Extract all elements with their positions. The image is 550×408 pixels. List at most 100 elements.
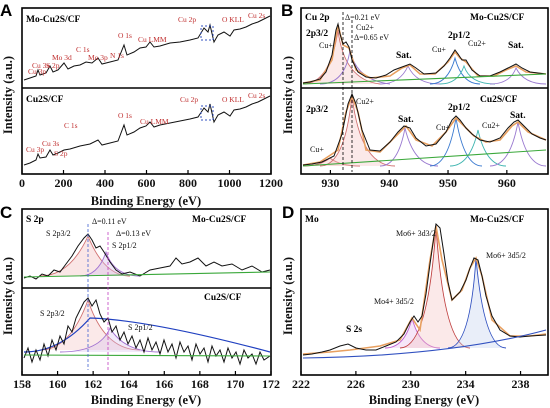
panel-a: A Intensity (a.u.) Binding Energy (eV) M… [0,1,283,208]
panel-b-x-ticks: 930 940 950 960 [321,170,516,190]
panel-d-letter: D [282,203,294,222]
panel-d-curve [302,222,547,356]
panel-c-title: S 2p [26,215,44,225]
panel-a-x-ticks: 0 200 400 600 800 1000 1200 [19,170,283,190]
panel-a-top-peak-okll: O KLL [222,15,244,24]
panel-c-top-sample: Mo-Cu2S/CF [192,215,247,225]
x-tick-label: 230 [402,377,420,391]
panel-a-top-peak-cu2s: Cu 2s [248,11,265,20]
panel-a-letter: A [0,1,12,20]
panel-b-top-cu2plus-label-2: Cu2+ [468,39,486,48]
panel-c-bottom-s2p32 [39,298,141,351]
panel-b-top-sample: Mo-Cu2S/CF [470,13,525,23]
panel-b-title: Cu 2p [305,13,330,23]
x-tick-label: 164 [120,377,138,391]
panel-a-top-peak-cu3s: Cu 3s [32,61,49,70]
panel-a-ylabel: Intensity (a.u.) [1,56,15,134]
x-tick-label: 160 [49,377,67,391]
panel-c-x-ticks: 158 160 162 164 166 168 170 172 [13,371,280,391]
panel-a-top-peak-c1s: C 1s [76,45,90,54]
panel-c-xlabel: Binding Energy (eV) [91,393,201,407]
panel-b-top-sat-label-2: Sat. [508,41,524,51]
panel-b-bottom-sat-label-2: Sat. [510,111,526,121]
x-tick-label: 600 [138,176,156,190]
x-tick-label: 168 [191,377,209,391]
panel-c-delta-1: Δ=0.11 eV [92,217,127,226]
x-tick-label: 1200 [259,176,283,190]
panel-b-delta-1: Δ=0.21 eV [345,13,380,22]
panel-c-delta-2: Δ=0.13 eV [116,229,151,238]
panel-b-top-baseline [302,73,547,85]
panel-b-bottom-2p12: 2p1/2 [448,103,470,113]
panel-b-bottom-cu2plus [449,129,507,167]
panel-b-letter: B [281,1,293,20]
panel-b-top-cu-plus-label-2: Cu+ [432,45,446,54]
panel-d-envelope [302,225,547,355]
x-tick-label: 234 [457,377,475,391]
panel-a-bottom-zoom-box [200,105,214,121]
panel-c-top-curve [23,233,271,280]
panel-b-top-curve [302,22,547,84]
x-tick-label: 170 [226,377,244,391]
panel-b-bottom-sat-label: Sat. [398,115,414,125]
panel-a-bottom-peak-cu3p: Cu 3p [26,145,44,154]
panel-b-frame [300,7,549,175]
x-tick-label: 930 [321,176,339,190]
panel-b-bottom-curve [302,92,547,166]
x-tick-label: 950 [439,176,457,190]
panel-a-bottom-peak-c1s: C 1s [64,121,78,130]
panel-c-bottom-baseline [23,354,271,357]
panel-c-bottom-envelope [23,317,271,353]
panel-c-bottom-s2p12 [59,326,161,353]
x-tick-label: 172 [262,377,280,391]
panel-d-frame [300,208,549,376]
panel-b-ylabel: Intensity (a.u.) [281,56,295,134]
panel-c-bottom-s2p12-label: S 2p1/2 [128,323,153,332]
panel-a-top-peak-cu3p: Cu 3p [28,67,46,76]
panel-d-sample: Mo-Cu2S/CF [470,215,525,225]
panel-a-bottom-peak-s2p: S 2p [54,149,68,158]
panel-a-bottom-curve [23,95,271,166]
panel-b-bottom-baseline [302,149,547,167]
panel-d-mo6plus-d52-label: Mo6+ 3d5/2 [486,251,526,260]
panel-c-top-s2p12 [79,250,141,277]
x-tick-label: 162 [84,377,102,391]
panel-b-top-cu-plus-label: Cu+ [319,41,333,50]
panel-a-top-peak-mo3d: Mo 3d [52,53,72,62]
x-tick-label: 200 [55,176,73,190]
panel-a-top-zoom-box [200,25,214,41]
panel-c-frame [21,208,272,376]
panel-b-bottom-sample: Cu2S/CF [480,95,518,105]
panel-c-top-s2p32-label: S 2p3/2 [46,229,71,238]
panel-a-bottom-peak-cu3s: Cu 3s [42,139,59,148]
panel-b-bottom-2p32: 2p3/2 [306,105,328,115]
panel-a-top-peak-culmm: Cu LMM [138,35,167,44]
panel-d-mo4plus-label: Mo4+ 3d5/2 [374,297,414,306]
panel-c: C Intensity (a.u.) Binding Energy (eV) S… [0,203,280,407]
panel-a-top-peak-cu2p: Cu 2p [178,15,196,24]
x-tick-label: 940 [380,176,398,190]
panel-b-delta-2: Δ=0.65 eV [354,33,389,42]
panel-d-mo6plus-d32-label: Mo6+ 3d3/2 [396,229,436,238]
x-tick-label: 226 [347,377,365,391]
x-tick-label: 800 [179,176,197,190]
panel-a-bottom-peak-cu2s: Cu 2s [248,91,265,100]
panel-a-bottom-sample: Cu2S/CF [26,95,64,105]
x-tick-label: 166 [155,377,173,391]
panel-d-mo6plus-d52-peak [447,257,507,349]
panel-b-top-cu2plus-2 [439,64,496,85]
x-tick-label: 1000 [218,176,242,190]
panel-b-top-2p12: 2p1/2 [448,31,470,41]
panel-a-bottom-peak-okll: O KLL [222,95,244,104]
panel-c-top-s2p12-label: S 2p1/2 [112,241,137,250]
panel-d-x-ticks: 222 226 230 234 238 [292,371,530,391]
panel-d-s2s-label: S 2s [346,325,362,335]
panel-c-top-baseline [23,271,271,278]
x-tick-label: 400 [96,176,114,190]
panel-b-bottom-cu2plus-label: Cu2+ [356,97,374,106]
panel-c-bottom-sample: Cu2S/CF [204,293,242,303]
panel-d-xlabel: Binding Energy (eV) [369,393,479,407]
panel-d-baseline [302,329,547,359]
x-tick-label: 222 [292,377,310,391]
